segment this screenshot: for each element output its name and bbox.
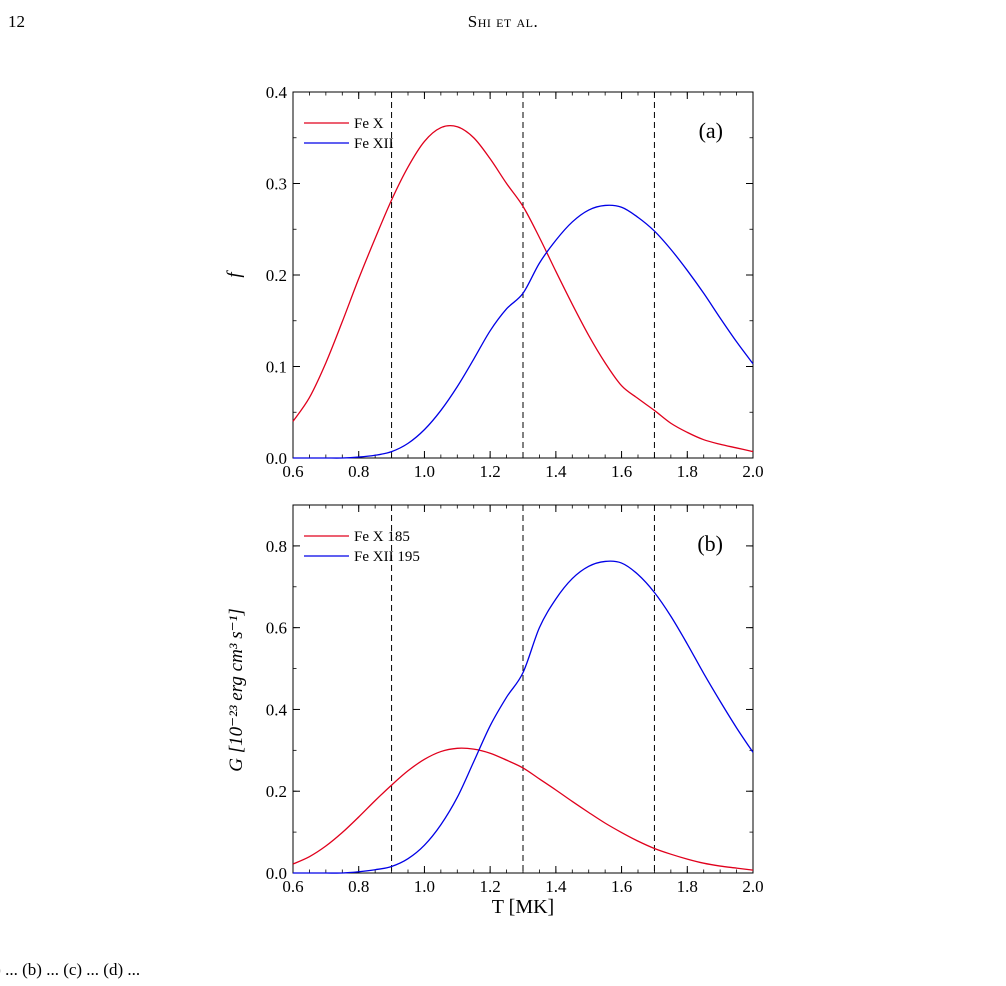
panel-a: 0.6 0.8 1.0 1.2 1.4 1.6 1.8 2.0 0.0 0.1 0.2 0.3 0.4 F… — [224, 83, 764, 481]
x-tick-label: 0.6 — [282, 462, 303, 481]
x-axis-label: T [MK] — [492, 896, 554, 918]
y-axis-label: G [10⁻²³ erg cm³ s⁻¹] — [226, 608, 247, 772]
x-tick-label: 1.0 — [414, 877, 435, 896]
y-axis-label: f — [224, 270, 245, 278]
running-head: Shi et al. — [467, 12, 539, 31]
x-tick-label: 2.0 — [742, 877, 763, 896]
x-tick-label: 1.6 — [611, 877, 632, 896]
series-line-fe-xii-195 — [293, 560, 754, 874]
x-tick-label: 1.8 — [677, 462, 698, 481]
y-tick-label: 0.6 — [266, 619, 287, 638]
legend-label: Fe XII — [354, 136, 394, 152]
series-line-fe-x — [292, 125, 754, 453]
x-tick-label: 1.8 — [677, 877, 698, 896]
panel-b: 0.6 0.8 1.0 1.2 1.4 1.6 1.8 2.0 0.0 0.2 0.4 0.6 0.8 F… — [226, 504, 764, 918]
y-tick-label: 0.8 — [266, 537, 287, 556]
legend-label: Fe XII 195 — [354, 549, 420, 565]
legend-label: Fe X — [354, 116, 384, 132]
y-tick-label: 0.2 — [266, 266, 287, 285]
y-tick-label: 0.0 — [266, 864, 287, 883]
x-tick-label: 1.2 — [480, 462, 501, 481]
y-tick-label: 0.4 — [266, 83, 288, 102]
legend-label: Fe X 185 — [354, 529, 410, 545]
caption-fragment: (a) ... (b) ... (c) ... (d) ... — [0, 960, 141, 979]
x-tick-label: 0.6 — [282, 877, 303, 896]
x-tick-label: 0.8 — [348, 877, 369, 896]
page-number: 12 — [8, 12, 25, 31]
panel-label: (a) — [699, 118, 723, 143]
x-tick-label: 0.8 — [348, 462, 369, 481]
panel-label: (b) — [697, 531, 723, 556]
y-tick-label: 0.3 — [266, 175, 287, 194]
series-line-fe-xii — [292, 204, 754, 459]
x-tick-label: 1.4 — [545, 877, 567, 896]
y-tick-label: 0.0 — [266, 449, 287, 468]
x-tick-label: 1.4 — [545, 462, 567, 481]
y-tick-label: 0.4 — [266, 700, 288, 719]
x-tick-label: 2.0 — [742, 462, 763, 481]
series-line-fe-x-185 — [292, 747, 754, 871]
x-tick-label: 1.0 — [414, 462, 435, 481]
y-tick-label: 0.2 — [266, 782, 287, 801]
y-tick-label: 0.1 — [266, 358, 287, 377]
x-tick-label: 1.2 — [480, 877, 501, 896]
x-tick-label: 1.6 — [611, 462, 632, 481]
